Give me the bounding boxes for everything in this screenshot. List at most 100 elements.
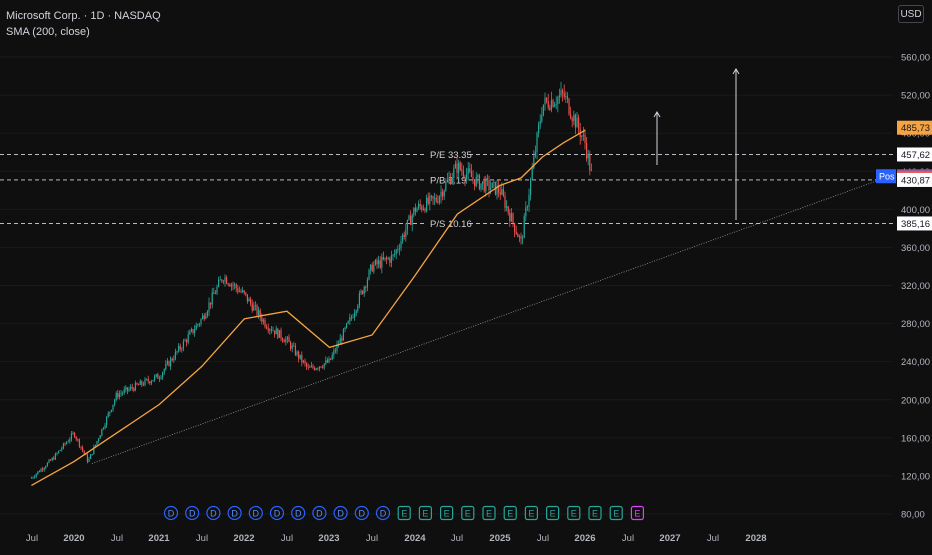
- sma-200-line: [31, 129, 586, 486]
- candle-body: [152, 379, 154, 382]
- currency-button[interactable]: USD: [898, 5, 924, 23]
- candle-body: [203, 315, 205, 319]
- candle-body: [235, 284, 237, 289]
- candle-body: [547, 101, 549, 108]
- x-tick-label: Jul: [707, 533, 719, 544]
- candle-body: [523, 216, 525, 239]
- y-tick-label: 320,00: [901, 281, 930, 292]
- candle-body: [464, 176, 466, 180]
- candle-body: [219, 279, 221, 281]
- dividend-marker-label: D: [359, 509, 366, 519]
- candle-body: [214, 293, 217, 295]
- arrow-head: [732, 68, 740, 75]
- candle-body: [277, 328, 279, 338]
- candle-body: [533, 156, 535, 169]
- candle-body: [168, 361, 170, 367]
- candle-body: [88, 458, 90, 462]
- candle-body: [78, 439, 81, 447]
- earnings-marker: [567, 505, 581, 521]
- candle-body: [80, 446, 82, 448]
- candle-body: [546, 97, 548, 102]
- candle-body: [542, 104, 545, 115]
- candle-body: [229, 284, 231, 287]
- candle-body: [133, 388, 135, 391]
- candle-body: [264, 319, 266, 327]
- dividend-marker: [227, 505, 242, 521]
- candle-body: [230, 284, 233, 287]
- candle-body: [448, 177, 450, 180]
- earnings-marker: [545, 505, 560, 521]
- candle-body: [64, 443, 66, 445]
- candle-body: [99, 435, 101, 439]
- x-tick-label: 2024: [404, 533, 426, 544]
- candle-body: [181, 348, 183, 350]
- candle-body: [283, 340, 285, 343]
- candle-body: [392, 254, 394, 256]
- candle-body: [179, 345, 181, 350]
- dividend-marker-label: D: [274, 509, 281, 519]
- candle-body: [58, 450, 60, 454]
- candle-body: [98, 438, 100, 441]
- candle-body: [370, 264, 372, 270]
- candle-body: [568, 98, 570, 115]
- candle-body: [534, 151, 537, 157]
- candle-body: [248, 298, 250, 302]
- candle-body: [93, 446, 95, 455]
- candle-body: [560, 90, 562, 96]
- y-tick-label: 280,00: [901, 319, 930, 330]
- x-tick-label: Jul: [622, 533, 634, 544]
- candle-body: [178, 345, 180, 352]
- candle-body: [382, 257, 385, 260]
- candle-body: [453, 168, 455, 178]
- candle-body: [272, 330, 274, 332]
- candle-body: [467, 168, 469, 174]
- candle-body: [344, 327, 346, 330]
- candle-body: [142, 384, 145, 386]
- candle-body: [110, 409, 113, 412]
- candle-body: [538, 124, 540, 134]
- candle-body: [221, 279, 223, 282]
- candle-body: [258, 310, 260, 315]
- candle-body: [302, 360, 305, 363]
- candle-body: [408, 215, 410, 220]
- symbol-title[interactable]: Microsoft Corp. · 1D · NASDAQ: [6, 10, 161, 22]
- y-tick-label: 520,00: [901, 91, 930, 102]
- candle-body: [269, 329, 271, 331]
- candle-body: [458, 162, 460, 173]
- candle-body: [331, 355, 333, 360]
- candle-body: [482, 181, 484, 184]
- candle-body: [358, 293, 361, 306]
- candle-body: [507, 206, 509, 213]
- indicator-label[interactable]: SMA (200, close): [6, 26, 90, 38]
- candle-body: [115, 393, 117, 401]
- price-label: 485,73: [901, 123, 930, 134]
- candle-body: [74, 432, 76, 437]
- x-tick-label: 2020: [63, 533, 84, 544]
- earnings-marker: [588, 505, 602, 521]
- candle-body: [368, 269, 370, 280]
- candle-body: [275, 328, 277, 335]
- candle-body: [69, 439, 71, 442]
- candle-body: [584, 134, 586, 144]
- candle-body: [317, 368, 319, 370]
- candle-body: [536, 133, 538, 152]
- x-tick-label: 2026: [574, 533, 595, 544]
- candle-body: [106, 416, 108, 426]
- candle-body: [56, 453, 58, 454]
- candle-body: [210, 302, 212, 305]
- candle-body: [90, 454, 92, 459]
- candle-body: [208, 302, 210, 312]
- candle-body: [259, 310, 261, 318]
- candle-body: [134, 382, 137, 391]
- candle-body: [397, 249, 399, 251]
- candle-body: [160, 377, 162, 379]
- sma-line: [31, 129, 586, 486]
- candle-body: [48, 459, 50, 463]
- time-axis: Jul 2020 Jul 2021 Jul 2022 Jul 2023 Jul 2024 Jul 20…: [26, 533, 767, 544]
- candle-body: [342, 329, 345, 341]
- candle-body: [83, 450, 85, 454]
- candle-body: [54, 453, 57, 460]
- candle-body: [197, 324, 199, 326]
